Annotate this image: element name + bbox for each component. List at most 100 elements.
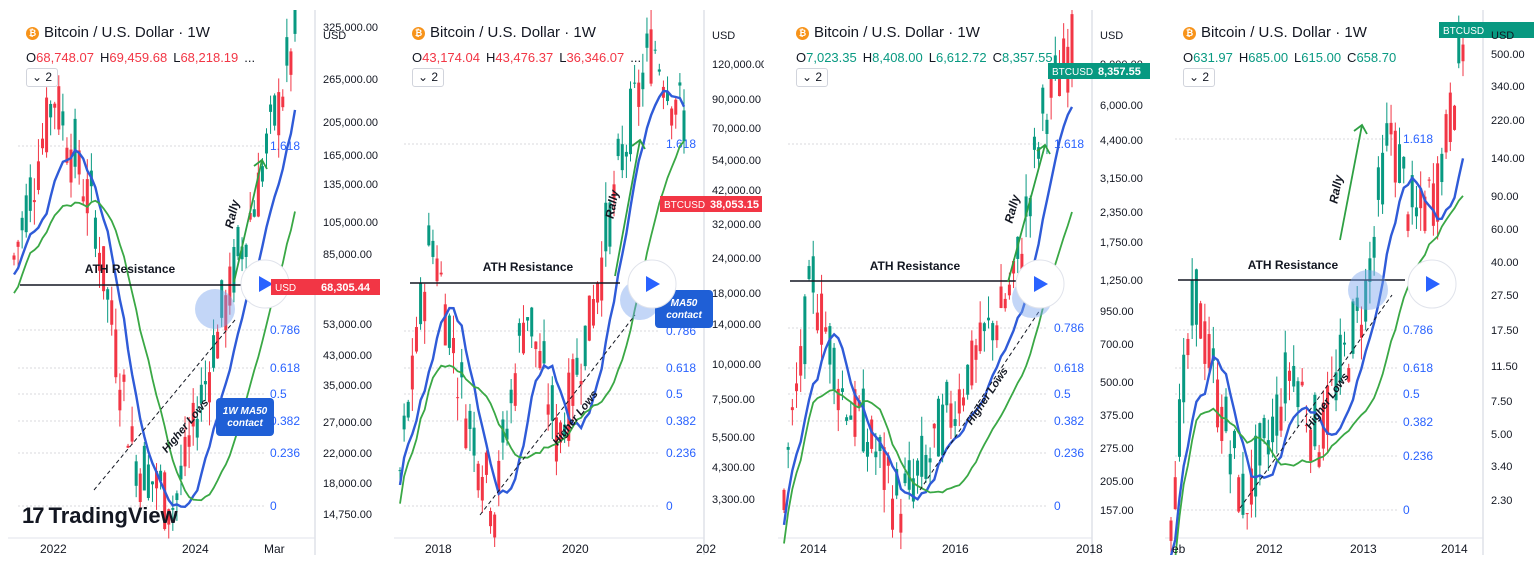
ath-resistance-label: ATH Resistance — [85, 262, 176, 276]
high-value: 43,476.37 — [495, 50, 554, 65]
price-tick-label: 205.00 — [1100, 476, 1134, 488]
svg-text:BTCUSD: BTCUSD — [664, 200, 705, 211]
price-tick-label: 165,000.00 — [323, 150, 378, 162]
bitcoin-icon: ₿ — [796, 27, 809, 40]
candle-body — [991, 323, 995, 341]
indicators-toggle[interactable]: ⌄ 2 — [1183, 68, 1215, 87]
price-tick-label: 18,000.00 — [712, 288, 761, 300]
candle-body — [110, 300, 114, 325]
currency-label[interactable]: USD — [1100, 30, 1124, 42]
symbol-title[interactable]: ₿ Bitcoin / U.S. Dollar · 1W — [1183, 24, 1367, 41]
candle-body — [435, 258, 439, 282]
candle-body — [1024, 196, 1028, 217]
candle-body — [106, 289, 110, 300]
price-tick-label: 53,000.00 — [323, 319, 372, 331]
candle-body — [678, 82, 682, 86]
bitcoin-icon: ₿ — [412, 27, 425, 40]
currency-label[interactable]: USD — [712, 30, 736, 42]
price-tick-label: 375.00 — [1100, 410, 1134, 422]
svg-text:USD: USD — [275, 283, 296, 294]
indicators-toggle[interactable]: ⌄ 2 — [796, 68, 828, 87]
candle-body — [1028, 197, 1032, 217]
rally-label: Rally — [222, 197, 242, 229]
candle-body — [427, 225, 431, 246]
candle-body — [244, 244, 248, 257]
candle-body — [1385, 123, 1389, 146]
fib-level-label: 0.618 — [270, 361, 300, 375]
open-value: 68,748.07 — [36, 50, 94, 65]
indicators-toggle[interactable]: ⌄ 2 — [26, 68, 58, 87]
price-tick-label: 5,500.00 — [712, 432, 755, 444]
price-tick-label: 24,000.00 — [712, 253, 761, 265]
candle-body — [480, 476, 484, 501]
higher-lows-trendline — [93, 319, 236, 491]
candle-body — [530, 307, 534, 337]
price-tick-label: 11.50 — [1491, 361, 1518, 373]
high-value: 69,459.68 — [109, 50, 168, 65]
price-tick-label: 275.00 — [1100, 443, 1134, 455]
candle-body — [637, 82, 641, 107]
play-button[interactable] — [627, 259, 677, 309]
candle-body — [199, 384, 203, 404]
price-tick-label: 3,300.00 — [712, 494, 755, 506]
low-value: 6,612.72 — [935, 50, 987, 65]
symbol-title[interactable]: ₿ Bitcoin / U.S. Dollar · 1W — [796, 24, 980, 41]
candle-body — [587, 295, 591, 341]
candle-body — [682, 110, 686, 142]
indicators-toggle[interactable]: ⌄ 2 — [412, 68, 444, 87]
price-tick-label: 10,000.00 — [712, 359, 761, 371]
currency-label[interactable]: USD — [1491, 30, 1515, 42]
candle-body — [1334, 372, 1338, 401]
play-button[interactable] — [240, 259, 290, 309]
price-tick-label: 950.00 — [1100, 306, 1134, 318]
candle-body — [882, 447, 886, 490]
candle-body — [579, 381, 583, 385]
symbol-title-text: Bitcoin / U.S. Dollar · 1W — [814, 24, 980, 41]
candle-body — [936, 398, 940, 457]
candle-body — [591, 299, 595, 326]
candle-body — [820, 293, 824, 345]
candle-body — [1249, 468, 1253, 505]
candle-body — [853, 389, 857, 437]
candle-body — [1190, 280, 1194, 326]
candle-body — [782, 489, 786, 511]
fib-level-label: 0.786 — [1403, 323, 1433, 337]
candle-body — [1343, 342, 1347, 345]
candle-body — [1287, 370, 1291, 381]
fib-level-label: 0.236 — [1403, 449, 1433, 463]
play-button[interactable] — [1407, 259, 1457, 309]
currency-label[interactable]: USD — [323, 30, 347, 42]
high-value: 8,408.00 — [872, 50, 923, 65]
candle-body — [65, 147, 69, 163]
candle-body — [277, 92, 281, 136]
candle-body — [493, 514, 497, 538]
price-tick-label: 105,000.00 — [323, 217, 378, 229]
candle-body — [195, 418, 199, 438]
candle-body — [224, 295, 228, 331]
last-price-tag: BTCUSD 8,357.55 — [1048, 63, 1150, 79]
candle-body — [1177, 399, 1181, 457]
svg-text:contact: contact — [227, 418, 263, 429]
candle-body — [273, 95, 277, 126]
candle-body — [546, 404, 550, 415]
symbol-title[interactable]: ₿ Bitcoin / U.S. Dollar · 1W — [412, 24, 596, 41]
close-value: 658.70 — [1356, 50, 1397, 65]
open-value: 43,174.04 — [422, 50, 480, 65]
price-tick-label: 265,000.00 — [323, 74, 378, 86]
candle-body — [1224, 396, 1228, 432]
price-tick-label: 60.00 — [1491, 224, 1519, 236]
candle-body — [236, 226, 240, 257]
ma50-line — [12, 109, 297, 509]
candle-body — [1237, 477, 1241, 512]
candle-body — [220, 280, 224, 318]
price-tick-label: 135,000.00 — [323, 179, 378, 191]
play-button[interactable] — [1015, 259, 1065, 309]
candle-body — [666, 92, 670, 102]
open-value: 7,023.35 — [806, 50, 857, 65]
symbol-title[interactable]: ₿ Bitcoin / U.S. Dollar · 1W — [26, 24, 210, 41]
candle-body — [649, 29, 653, 84]
fib-level-label: 0.5 — [1054, 387, 1071, 401]
open-value: 631.97 — [1193, 50, 1233, 65]
fib-level-label: 0.618 — [666, 361, 696, 375]
candle-body — [187, 435, 191, 447]
